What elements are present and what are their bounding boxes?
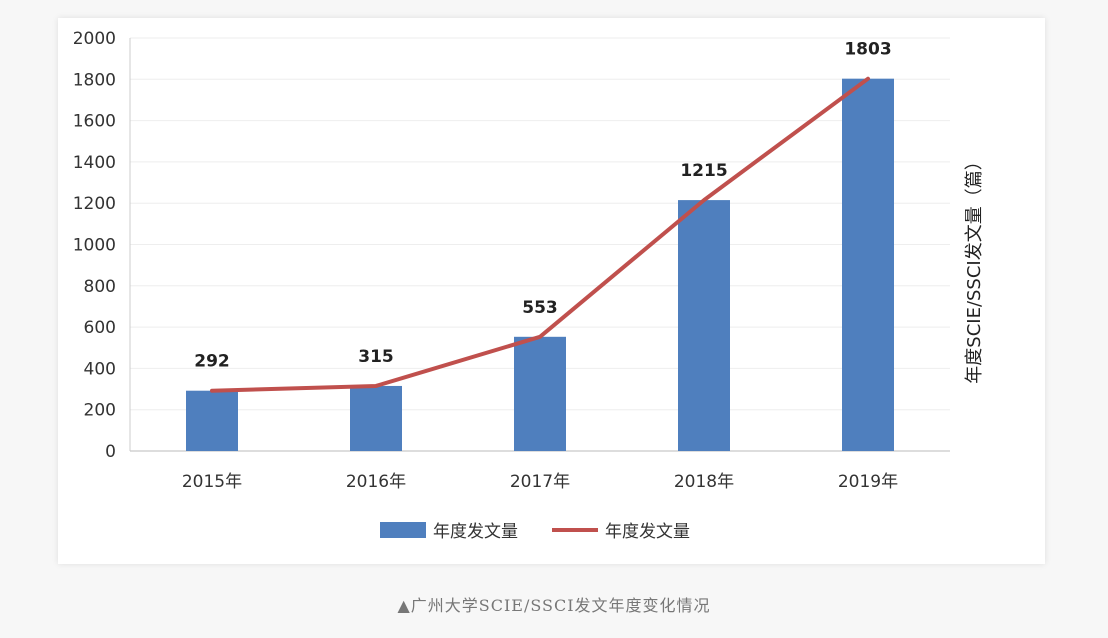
- bar: [678, 200, 730, 451]
- legend: 年度发文量 年度发文量: [380, 522, 690, 542]
- data-label: 553: [522, 298, 558, 318]
- bar: [842, 78, 894, 452]
- bars: [186, 78, 894, 452]
- bar: [350, 385, 402, 451]
- legend-bar-swatch: [380, 522, 426, 538]
- line-point: [374, 384, 378, 388]
- line-point: [538, 335, 542, 339]
- x-axis-categories: 2015年 2016年 2017年 2018年 2019年: [182, 472, 898, 492]
- figure-caption: ▲广州大学SCIE/SSCI发文年度变化情况: [397, 596, 711, 615]
- y-tick-label: 1800: [73, 70, 116, 90]
- line-series: [210, 76, 870, 393]
- data-label: 1215: [680, 161, 727, 181]
- y-tick-label: 400: [84, 359, 116, 379]
- bar: [186, 390, 238, 451]
- chart: 0 200 400 600 800 1000 1200 1400 1600 1800 2000 29…: [73, 29, 985, 542]
- y-axis-ticks: 0 200 400 600 800 1000 1200 1400 1600 1800 2000: [73, 29, 116, 462]
- data-label: 1803: [844, 40, 891, 60]
- x-category-label: 2016年: [346, 472, 406, 492]
- y-tick-label: 800: [84, 277, 116, 297]
- y-tick-label: 600: [84, 318, 116, 338]
- y-tick-label: 0: [105, 442, 116, 462]
- x-category-label: 2015年: [182, 472, 242, 492]
- legend-bar-label: 年度发文量: [433, 522, 518, 542]
- line-point: [866, 77, 870, 81]
- line-point: [210, 389, 214, 393]
- x-category-label: 2018年: [674, 472, 734, 492]
- x-category-label: 2017年: [510, 472, 570, 492]
- legend-line-label: 年度发文量: [605, 522, 690, 542]
- bar: [514, 336, 566, 451]
- y-axis-label: 年度SCIE/SSCI发文量（篇）: [964, 152, 985, 383]
- y-tick-label: 200: [84, 401, 116, 421]
- y-tick-label: 1200: [73, 194, 116, 214]
- data-label: 315: [358, 347, 394, 367]
- y-tick-label: 2000: [73, 29, 116, 49]
- y-tick-label: 1600: [73, 112, 116, 132]
- data-labels: 292 315 553 1215 1803: [194, 40, 891, 372]
- y-tick-label: 1000: [73, 236, 116, 256]
- x-category-label: 2019年: [838, 472, 898, 492]
- data-label: 292: [194, 352, 230, 372]
- line-point: [702, 198, 706, 202]
- y-tick-label: 1400: [73, 153, 116, 173]
